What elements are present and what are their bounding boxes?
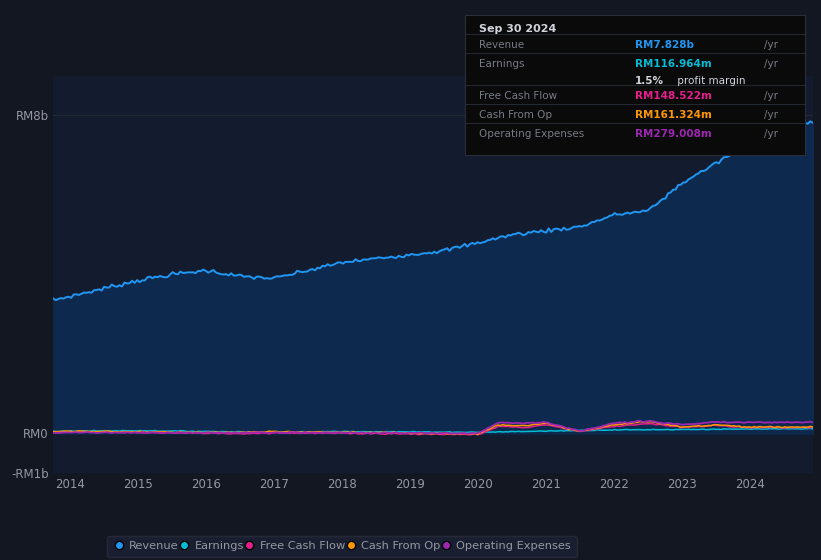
Text: RM116.964m: RM116.964m [635,59,712,69]
Text: profit margin: profit margin [674,76,745,86]
Text: RM161.324m: RM161.324m [635,110,712,120]
Text: Revenue: Revenue [479,40,524,50]
Text: /yr: /yr [764,59,778,69]
Legend: Revenue, Earnings, Free Cash Flow, Cash From Op, Operating Expenses: Revenue, Earnings, Free Cash Flow, Cash … [108,535,576,557]
Text: RM279.008m: RM279.008m [635,129,712,139]
Text: RM7.828b: RM7.828b [635,40,694,50]
Text: 1.5%: 1.5% [635,76,664,86]
Text: Free Cash Flow: Free Cash Flow [479,91,557,101]
Text: /yr: /yr [764,91,778,101]
Text: /yr: /yr [764,129,778,139]
Text: RM148.522m: RM148.522m [635,91,712,101]
Text: Cash From Op: Cash From Op [479,110,552,120]
Text: Sep 30 2024: Sep 30 2024 [479,24,556,34]
Text: /yr: /yr [764,110,778,120]
Text: /yr: /yr [764,40,778,50]
Text: Earnings: Earnings [479,59,524,69]
Text: Operating Expenses: Operating Expenses [479,129,584,139]
